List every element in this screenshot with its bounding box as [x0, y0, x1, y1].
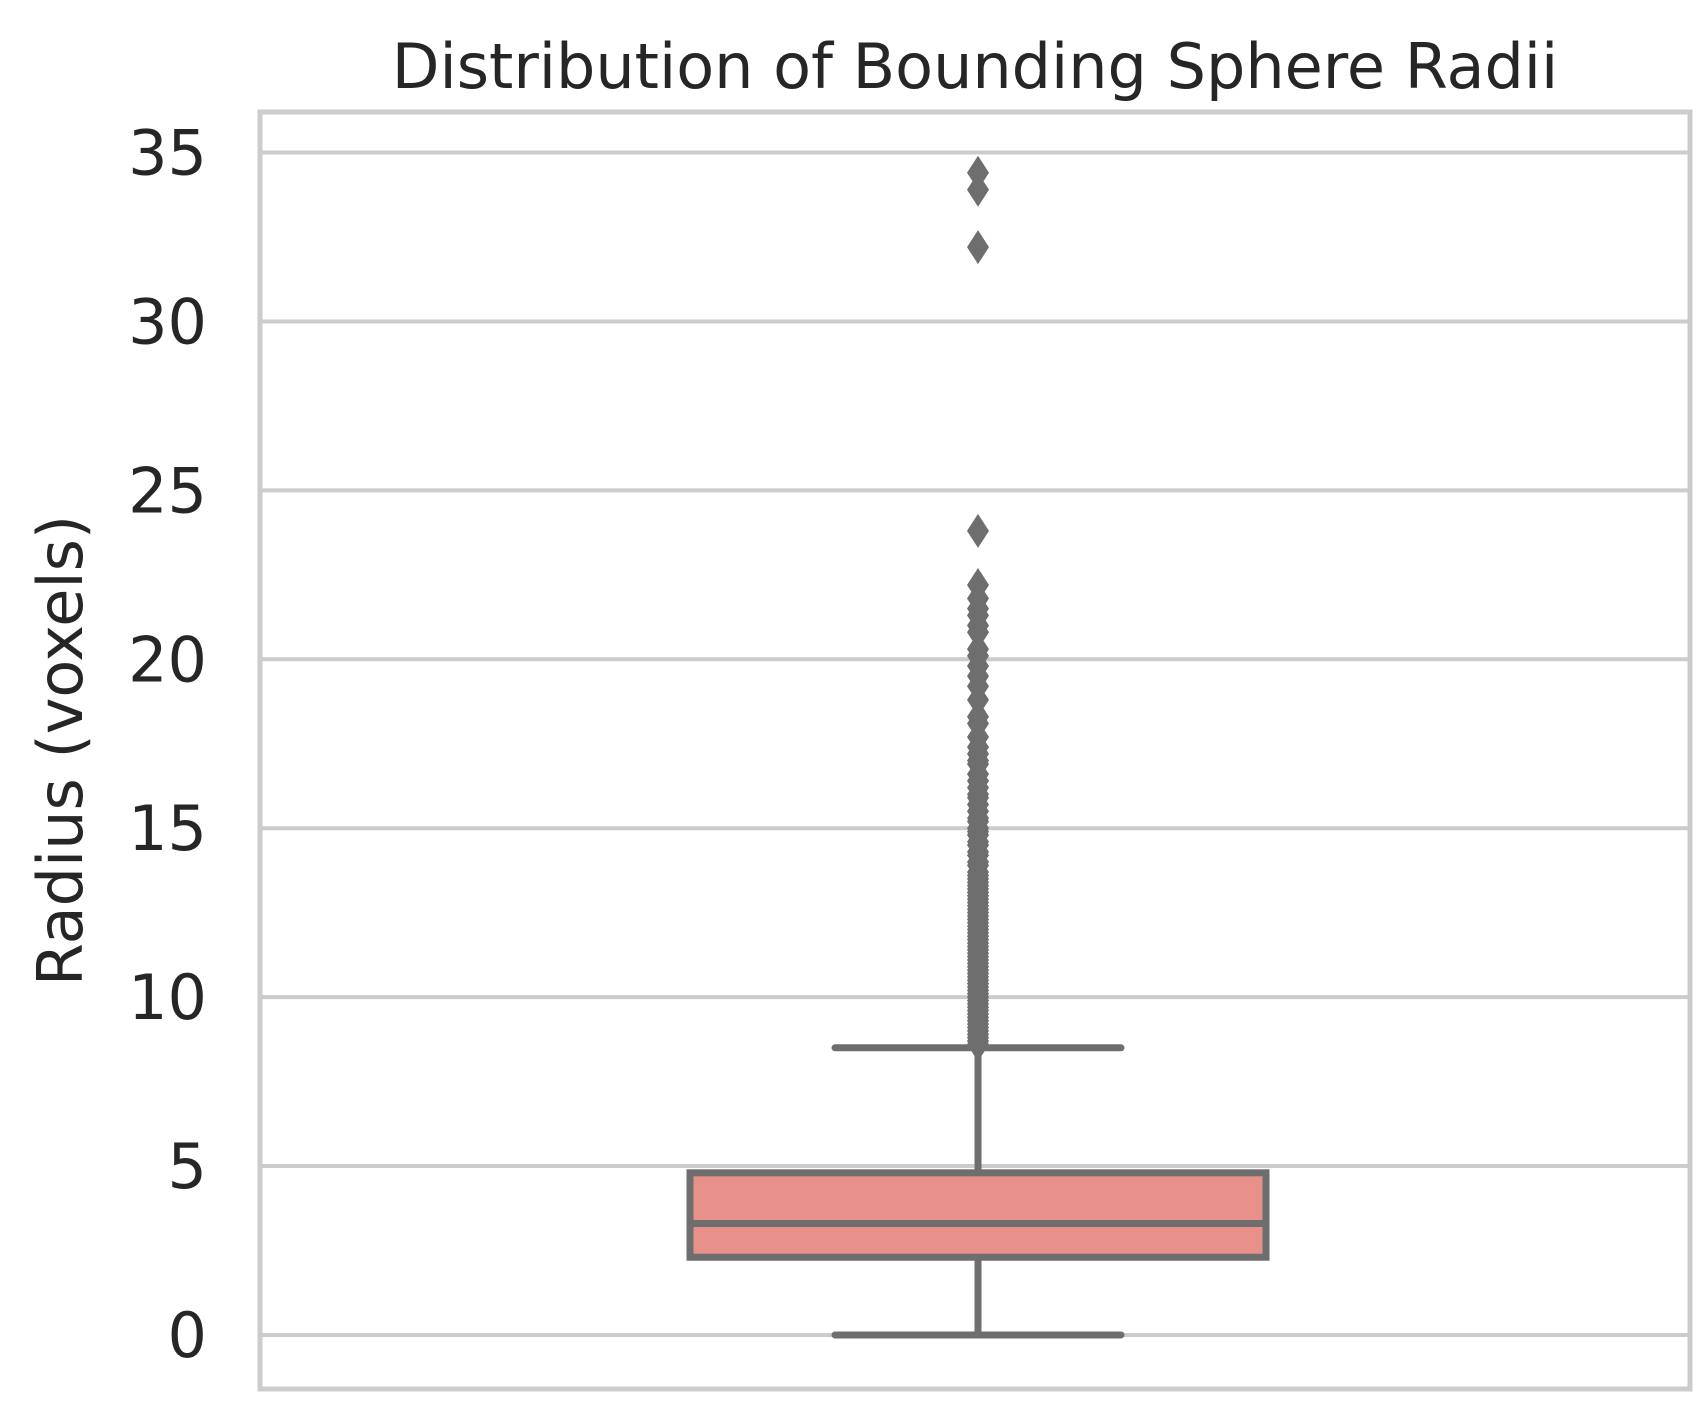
outliers: [967, 155, 989, 1062]
y-axis-label: Radius (voxels): [24, 515, 97, 986]
y-tick-label-25: 25: [128, 454, 207, 527]
outlier-point: [967, 155, 989, 190]
y-tick-label-10: 10: [128, 961, 207, 1034]
iqr-box: [686, 1169, 1270, 1261]
y-tick-label-35: 35: [128, 117, 207, 190]
y-tick-label-15: 15: [128, 792, 207, 865]
y-tick-label-30: 30: [128, 285, 207, 358]
outlier-point: [967, 230, 989, 265]
axes-frame: [257, 109, 1693, 1392]
outlier-point: [967, 567, 989, 602]
chart-title: Distribution of Bounding Sphere Radii: [392, 30, 1559, 103]
y-tick-label-5: 5: [168, 1130, 207, 1203]
outlier-point: [967, 513, 989, 548]
y-tick-labels: 0 5 10 15 20 25 30 35: [128, 117, 207, 1372]
box-group: [686, 1044, 1270, 1339]
y-tick-label-20: 20: [128, 623, 207, 696]
y-tick-label-0: 0: [168, 1299, 207, 1372]
